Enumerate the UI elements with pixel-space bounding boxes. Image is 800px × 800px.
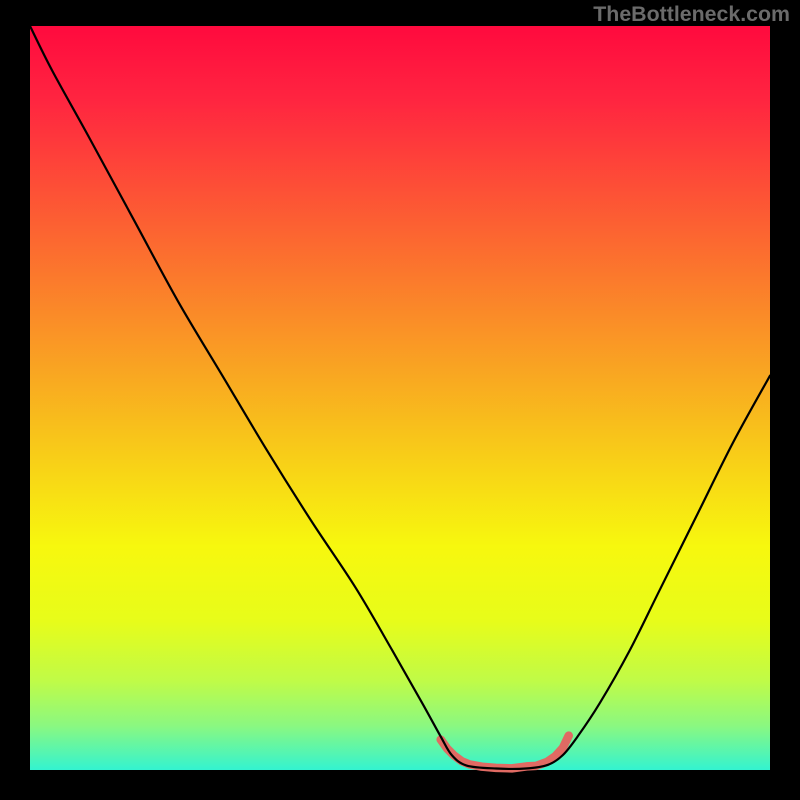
watermark-text: TheBottleneck.com [593,2,790,27]
gradient-plot-area [30,26,770,770]
chart-frame: TheBottleneck.com [0,0,800,800]
bottleneck-chart [0,0,800,800]
